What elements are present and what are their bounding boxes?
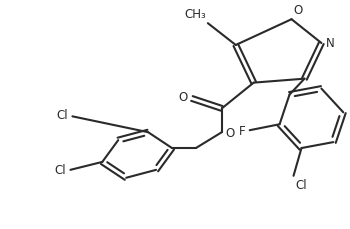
Text: CH₃: CH₃ (184, 8, 206, 21)
Text: O: O (294, 4, 303, 17)
Text: O: O (179, 91, 188, 104)
Text: F: F (239, 125, 246, 138)
Text: N: N (326, 38, 334, 50)
Text: Cl: Cl (57, 109, 68, 122)
Text: Cl: Cl (55, 164, 66, 177)
Text: O: O (226, 127, 235, 140)
Text: Cl: Cl (295, 179, 307, 192)
